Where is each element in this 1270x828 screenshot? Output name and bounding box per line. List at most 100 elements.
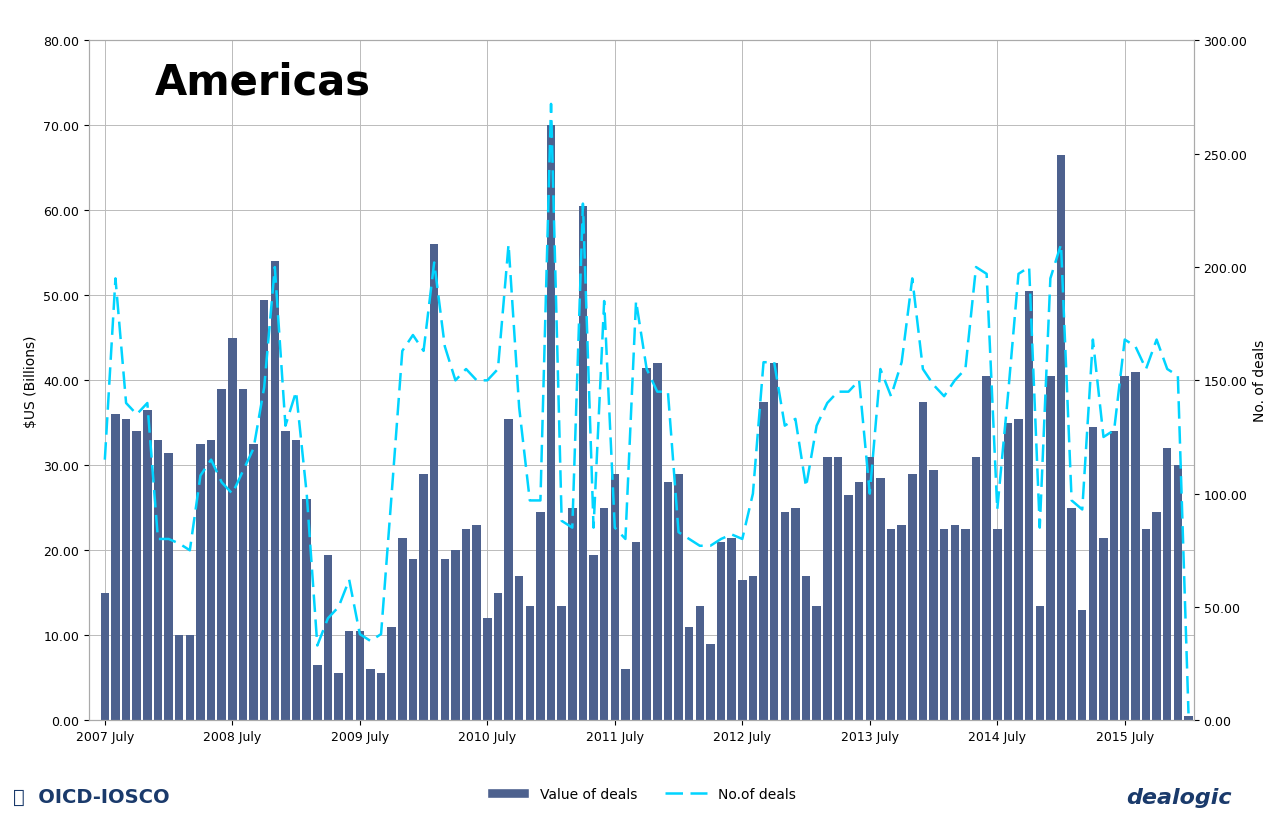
Bar (185, 636, 194, 720)
Bar (239, 389, 248, 720)
Bar (950, 525, 959, 720)
Bar (876, 479, 885, 720)
Bar (728, 538, 735, 720)
Bar (1015, 419, 1022, 720)
Bar (132, 432, 141, 720)
Bar (292, 440, 300, 720)
Bar (898, 525, 906, 720)
Bar (431, 245, 438, 720)
Bar (229, 339, 236, 720)
Bar (993, 529, 1002, 720)
Bar (100, 593, 109, 720)
Bar (833, 457, 842, 720)
Bar (356, 631, 364, 720)
Text: ⓨ  OICD-IOSCO: ⓨ OICD-IOSCO (13, 787, 169, 806)
Bar (514, 576, 523, 720)
Bar (419, 474, 428, 720)
Bar (748, 576, 757, 720)
Bar (1163, 449, 1171, 720)
Bar (770, 364, 779, 720)
Bar (908, 474, 917, 720)
Bar (845, 495, 852, 720)
Bar (207, 440, 216, 720)
Bar (855, 483, 864, 720)
Bar (324, 555, 333, 720)
Bar (112, 415, 119, 720)
Bar (716, 542, 725, 720)
Bar (972, 457, 980, 720)
Bar (1173, 465, 1182, 720)
Bar (302, 499, 311, 720)
Bar (1110, 432, 1119, 720)
Bar (366, 669, 375, 720)
Bar (801, 576, 810, 720)
Bar (886, 529, 895, 720)
Bar (1120, 377, 1129, 720)
Bar (983, 377, 991, 720)
Bar (281, 432, 290, 720)
Bar (409, 559, 417, 720)
Bar (589, 555, 598, 720)
Bar (643, 368, 652, 720)
Bar (940, 529, 949, 720)
Bar (1100, 538, 1107, 720)
Bar (1152, 513, 1161, 720)
Bar (1057, 156, 1066, 720)
Text: Americas: Americas (155, 62, 371, 104)
Bar (653, 364, 662, 720)
Bar (314, 665, 321, 720)
Bar (631, 542, 640, 720)
Bar (674, 474, 683, 720)
Text: dealogic: dealogic (1126, 787, 1232, 807)
Bar (568, 508, 577, 720)
Bar (441, 559, 450, 720)
Bar (260, 301, 268, 720)
Bar (579, 207, 587, 720)
Bar (823, 457, 832, 720)
Bar (1078, 610, 1087, 720)
Legend: Value of deals, No.of deals: Value of deals, No.of deals (481, 782, 801, 806)
Bar (1142, 529, 1151, 720)
Bar (1046, 377, 1054, 720)
Bar (930, 470, 937, 720)
Bar (154, 440, 163, 720)
Bar (249, 445, 258, 720)
Bar (387, 627, 396, 720)
Bar (621, 669, 630, 720)
Bar (1184, 716, 1193, 720)
Bar (1003, 423, 1012, 720)
Bar (122, 419, 131, 720)
Bar (504, 419, 513, 720)
Bar (377, 674, 385, 720)
Bar (918, 402, 927, 720)
Bar (696, 606, 704, 720)
Bar (1025, 291, 1034, 720)
Bar (175, 636, 183, 720)
Bar (462, 529, 470, 720)
Bar (547, 126, 555, 720)
Bar (144, 411, 151, 720)
Bar (494, 593, 502, 720)
Y-axis label: $US (Billions): $US (Billions) (24, 335, 38, 427)
Bar (345, 631, 353, 720)
Bar (451, 551, 460, 720)
Bar (558, 606, 566, 720)
Bar (1132, 373, 1139, 720)
Bar (217, 389, 226, 720)
Bar (759, 402, 768, 720)
Bar (738, 580, 747, 720)
Bar (1067, 508, 1076, 720)
Bar (271, 262, 279, 720)
Bar (664, 483, 672, 720)
Y-axis label: No. of deals: No. of deals (1253, 339, 1267, 422)
Bar (196, 445, 204, 720)
Bar (706, 644, 715, 720)
Bar (483, 619, 491, 720)
Bar (164, 453, 173, 720)
Bar (398, 538, 406, 720)
Bar (813, 606, 820, 720)
Bar (599, 508, 608, 720)
Bar (1035, 606, 1044, 720)
Bar (526, 606, 535, 720)
Bar (961, 529, 969, 720)
